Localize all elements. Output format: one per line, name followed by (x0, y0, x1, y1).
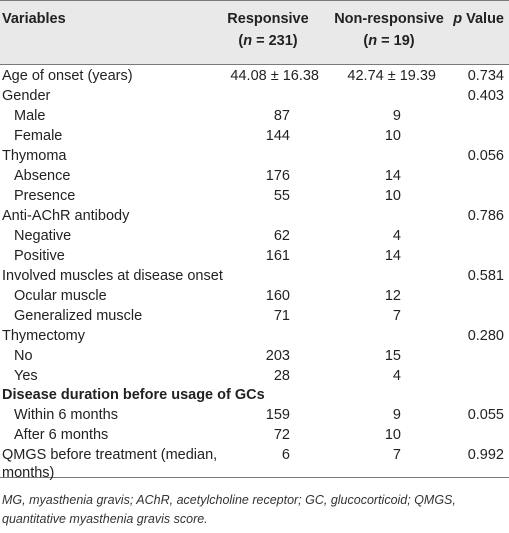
footnote-line: MG, myasthenia gravis; AChR, acetylcholi… (2, 493, 456, 507)
n-eq: = (256, 33, 265, 49)
row-label: Presence (14, 188, 76, 204)
cell-non-responsive: 10 (384, 427, 401, 443)
bottom-rule (0, 477, 509, 478)
row-label: Gender (2, 88, 51, 104)
row-label: Anti-AChR antibody (2, 208, 130, 224)
table-footnote: MG, myasthenia gravis; AChR, acetylcholi… (2, 491, 502, 529)
cell-responsive: 144 (265, 128, 290, 144)
header-responsive-n: (n = 231) (238, 33, 298, 49)
header-responsive: Responsive (227, 11, 309, 27)
header-non-responsive-n: (n = 19) (363, 33, 415, 49)
row-label: Thymectomy (2, 328, 85, 344)
p-letter: p (453, 11, 463, 27)
cell-non-responsive: 4 (392, 368, 401, 384)
header-rule (0, 64, 509, 65)
cell-responsive: 62 (273, 228, 290, 244)
footnote-line: quantitative myasthenia gravis score. (2, 512, 208, 526)
cell-p-value: 0.734 (467, 68, 504, 84)
responsive-n-value: 231 (268, 33, 293, 49)
cell-non-responsive: 9 (392, 108, 401, 124)
cell-responsive: 160 (265, 288, 290, 304)
non-responsive-n-value: 19 (393, 33, 410, 49)
cell-p-value: 0.992 (467, 447, 504, 463)
row-label: Absence (14, 168, 71, 184)
cell-non-responsive: 14 (384, 248, 401, 264)
cell-responsive: 72 (273, 427, 290, 443)
header-p-value: p Value (430, 10, 504, 29)
row-label: Involved muscles at disease onset (2, 268, 223, 284)
cell-non-responsive: 12 (384, 288, 401, 304)
row-label: No (14, 348, 33, 364)
cell-responsive: 176 (265, 168, 290, 184)
cell-non-responsive: 10 (384, 188, 401, 204)
cell-responsive: 203 (265, 348, 290, 364)
row-label: Within 6 months (14, 407, 118, 423)
header-non-responsive: Non-responsive (334, 11, 444, 27)
cell-responsive: 159 (265, 407, 290, 423)
row-label: Female (14, 128, 63, 144)
cell-non-responsive: 42.74 ± 19.39 (347, 68, 436, 84)
cell-non-responsive: 7 (392, 308, 401, 324)
cell-p-value: 0.280 (467, 328, 504, 344)
section-heading: Disease duration before usage of GCs (2, 387, 265, 403)
cell-responsive: 87 (273, 108, 290, 124)
cell-p-value: 0.056 (467, 148, 504, 164)
row-label: Negative (14, 228, 72, 244)
value-word: Value (466, 11, 504, 27)
cell-responsive: 28 (273, 368, 290, 384)
n-letter: n (368, 33, 378, 49)
row-label: Male (14, 108, 46, 124)
cell-non-responsive: 7 (392, 447, 401, 463)
cell-responsive: 44.08 ± 16.38 (230, 68, 319, 84)
row-label: After 6 months (14, 427, 109, 443)
cell-non-responsive: 4 (392, 228, 401, 244)
cell-responsive: 71 (273, 308, 290, 324)
cell-p-value: 0.581 (467, 268, 504, 284)
row-label: Generalized muscle (14, 308, 143, 324)
n-eq: = (381, 33, 390, 49)
row-label: Yes (14, 368, 38, 384)
row-label: Thymoma (2, 148, 67, 164)
n-letter: n (243, 33, 253, 49)
row-label: Positive (14, 248, 65, 264)
cell-responsive: 161 (265, 248, 290, 264)
row-label: Age of onset (years) (2, 68, 133, 84)
table-header-background (0, 0, 509, 64)
cell-p-value: 0.055 (467, 407, 504, 423)
row-label: QMGS before treatment (median, (2, 447, 218, 463)
header-variables: Variables (2, 11, 66, 27)
cell-responsive: 6 (281, 447, 290, 463)
cell-p-value: 0.403 (467, 88, 504, 104)
cell-non-responsive: 14 (384, 168, 401, 184)
row-label-continuation: months) (2, 465, 55, 481)
cell-non-responsive: 10 (384, 128, 401, 144)
cell-responsive: 55 (273, 188, 290, 204)
cell-p-value: 0.786 (467, 208, 504, 224)
cell-non-responsive: 9 (392, 407, 401, 423)
cell-non-responsive: 15 (384, 348, 401, 364)
top-rule (0, 0, 509, 1)
row-label: Ocular muscle (14, 288, 107, 304)
